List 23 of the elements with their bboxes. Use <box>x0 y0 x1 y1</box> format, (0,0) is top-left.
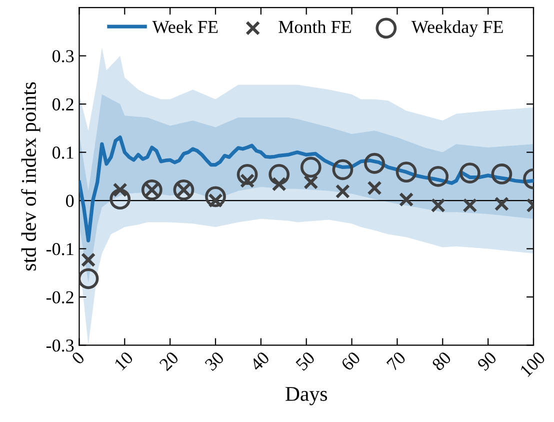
x-tick-label: 40 <box>249 350 270 372</box>
x-tick-label: 70 <box>386 350 406 371</box>
x-tick-label: 60 <box>340 350 361 372</box>
legend-label: Weekday FE <box>411 20 503 37</box>
x-tick-label: 0 <box>71 350 86 365</box>
x-tick-label: 20 <box>158 350 180 372</box>
x-tick-label: 80 <box>431 350 452 372</box>
y-tick-label: 0 <box>66 194 74 207</box>
y-tick-label: -0.2 <box>46 291 74 304</box>
y-tick-label: -0.3 <box>46 339 74 352</box>
x-axis-title: Days <box>286 387 328 406</box>
legend-label: Month FE <box>278 20 351 34</box>
x-tick-label: 90 <box>476 350 498 372</box>
y-tick-label: -0.1 <box>46 242 74 256</box>
y-tick-label: 0.1 <box>52 146 74 159</box>
x-tick-label: 10 <box>114 350 134 371</box>
y-tick-label: 0.2 <box>52 98 74 111</box>
y-axis-title: std dev of index points <box>21 82 40 270</box>
legend-label: Week FE <box>152 20 218 34</box>
x-tick-label: 50 <box>295 350 316 372</box>
x-tick-label: 30 <box>204 350 225 372</box>
x-tick-label: 100 <box>520 350 546 378</box>
y-tick-label: 0.3 <box>52 50 74 62</box>
